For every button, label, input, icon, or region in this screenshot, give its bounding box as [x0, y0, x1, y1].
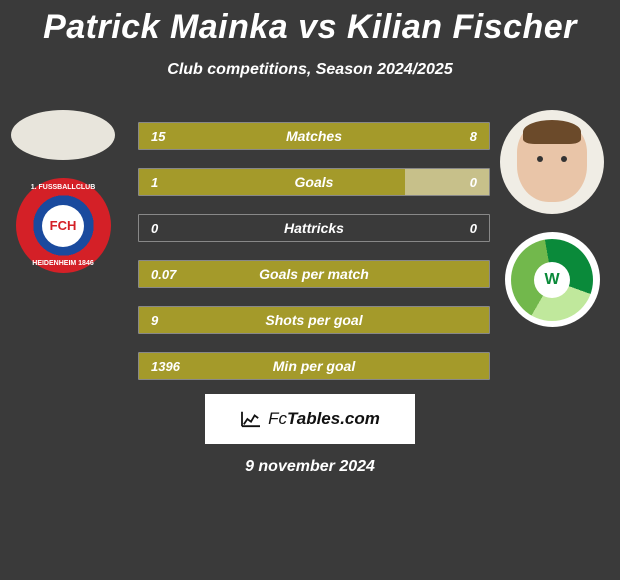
stat-row: 1396Min per goal: [138, 352, 490, 380]
page-subtitle: Club competitions, Season 2024/2025: [0, 61, 620, 79]
club-left-ring-top: 1. FUSSBALLCLUB: [16, 184, 111, 191]
player-left-photo: [11, 110, 115, 160]
site-rest: Tables.com: [287, 409, 380, 428]
club-badge-right: W: [505, 232, 600, 327]
club-left-code: FCH: [42, 205, 84, 247]
stat-row: 10Goals: [138, 168, 490, 196]
stat-label: Min per goal: [139, 358, 489, 374]
stat-row: 158Matches: [138, 122, 490, 150]
stat-row: 00Hattricks: [138, 214, 490, 242]
stat-label: Shots per goal: [139, 312, 489, 328]
site-prefix: Fc: [268, 409, 287, 428]
footer-date: 9 november 2024: [0, 458, 620, 476]
stat-row: 0.07Goals per match: [138, 260, 490, 288]
site-banner: FcTables.com: [205, 394, 415, 444]
stat-label: Goals: [139, 174, 489, 190]
stat-bars: 158Matches 10Goals 00Hattricks 0.07Goals pe…: [138, 122, 490, 398]
chart-icon: [240, 410, 262, 428]
player-right-photo: [500, 110, 604, 214]
stat-label: Hattricks: [139, 220, 489, 236]
right-player-column: W: [492, 110, 612, 327]
page-title: Patrick Mainka vs Kilian Fischer: [0, 0, 620, 47]
left-player-column: 1. FUSSBALLCLUB FCH HEIDENHEIM 1846: [8, 110, 118, 273]
footer-block: FcTables.com 9 november 2024: [0, 390, 620, 476]
stat-row: 9Shots per goal: [138, 306, 490, 334]
club-right-code: W: [534, 262, 570, 298]
stat-label: Matches: [139, 128, 489, 144]
player-right-face: [517, 122, 587, 202]
club-badge-left: 1. FUSSBALLCLUB FCH HEIDENHEIM 1846: [16, 178, 111, 273]
club-left-ring-bottom: HEIDENHEIM 1846: [16, 260, 111, 267]
vfl-swirl-icon: W: [511, 239, 593, 321]
stat-label: Goals per match: [139, 266, 489, 282]
site-name: FcTables.com: [268, 409, 380, 429]
